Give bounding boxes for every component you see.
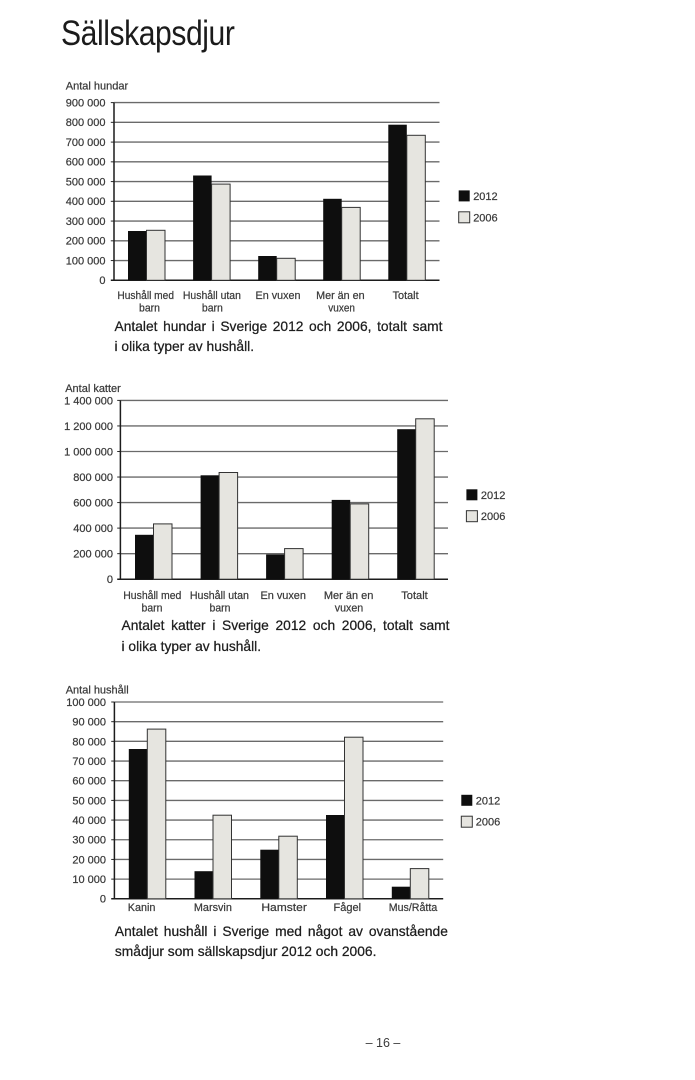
svg-text:200 000: 200 000 <box>66 236 106 248</box>
svg-text:barn: barn <box>210 603 231 615</box>
svg-text:10 000: 10 000 <box>72 874 106 886</box>
svg-text:80 000: 80 000 <box>72 736 106 748</box>
svg-text:20 000: 20 000 <box>72 854 106 866</box>
svg-text:40 000: 40 000 <box>72 815 106 827</box>
svg-text:0: 0 <box>100 894 106 906</box>
svg-text:100 000: 100 000 <box>66 255 106 267</box>
svg-text:800 000: 800 000 <box>66 117 106 129</box>
svg-text:700 000: 700 000 <box>66 137 106 149</box>
svg-text:Antal hushåll: Antal hushåll <box>66 684 129 696</box>
svg-text:30 000: 30 000 <box>72 835 106 847</box>
svg-text:vuxen: vuxen <box>328 302 355 314</box>
svg-text:400 000: 400 000 <box>73 523 113 535</box>
svg-text:barn: barn <box>142 603 163 615</box>
svg-text:Mer än en: Mer än en <box>324 590 374 602</box>
svg-text:Antal hundar: Antal hundar <box>66 81 129 93</box>
svg-text:En vuxen: En vuxen <box>260 590 306 602</box>
svg-text:barn: barn <box>139 302 160 314</box>
svg-text:En vuxen: En vuxen <box>256 290 301 302</box>
svg-text:Antal katter: Antal katter <box>65 383 121 395</box>
svg-text:Hushåll med: Hushåll med <box>123 590 181 602</box>
svg-text:1 000 000: 1 000 000 <box>64 446 113 458</box>
svg-text:2006: 2006 <box>473 212 497 224</box>
svg-text:Totalt: Totalt <box>393 290 419 302</box>
svg-text:800 000: 800 000 <box>73 472 113 484</box>
svg-text:600 000: 600 000 <box>73 497 113 509</box>
svg-text:600 000: 600 000 <box>66 157 106 169</box>
svg-text:Hamster: Hamster <box>261 902 307 914</box>
svg-text:100 000: 100 000 <box>66 697 106 709</box>
svg-text:1 400 000: 1 400 000 <box>64 395 113 407</box>
svg-text:300 000: 300 000 <box>66 216 106 228</box>
svg-text:1 200 000: 1 200 000 <box>64 421 113 433</box>
svg-text:0: 0 <box>107 574 113 586</box>
svg-text:Mus/Råtta: Mus/Råtta <box>389 902 438 914</box>
svg-text:50 000: 50 000 <box>72 795 106 807</box>
svg-text:2012: 2012 <box>476 795 500 807</box>
svg-text:900 000: 900 000 <box>66 98 106 110</box>
svg-text:Kanin: Kanin <box>128 902 156 914</box>
svg-text:500 000: 500 000 <box>66 176 106 188</box>
svg-text:barn: barn <box>202 302 223 314</box>
svg-text:Fågel: Fågel <box>334 902 362 914</box>
svg-text:70 000: 70 000 <box>72 756 106 768</box>
svg-text:Hushåll utan: Hushåll utan <box>183 290 241 302</box>
svg-text:400 000: 400 000 <box>66 196 106 208</box>
svg-text:200 000: 200 000 <box>73 549 113 561</box>
svg-text:2006: 2006 <box>476 817 500 829</box>
svg-text:60 000: 60 000 <box>72 776 106 788</box>
svg-text:2012: 2012 <box>481 490 505 502</box>
svg-text:0: 0 <box>99 275 105 287</box>
svg-text:2012: 2012 <box>473 191 497 203</box>
svg-text:vuxen: vuxen <box>335 603 364 615</box>
svg-text:90 000: 90 000 <box>72 717 106 729</box>
svg-text:Marsvin: Marsvin <box>194 902 232 914</box>
svg-text:Mer än en: Mer än en <box>316 290 365 302</box>
svg-text:Hushåll utan: Hushåll utan <box>190 590 249 602</box>
svg-text:Hushåll med: Hushåll med <box>117 290 174 302</box>
svg-text:2006: 2006 <box>481 511 505 523</box>
svg-text:Totalt: Totalt <box>401 590 428 602</box>
